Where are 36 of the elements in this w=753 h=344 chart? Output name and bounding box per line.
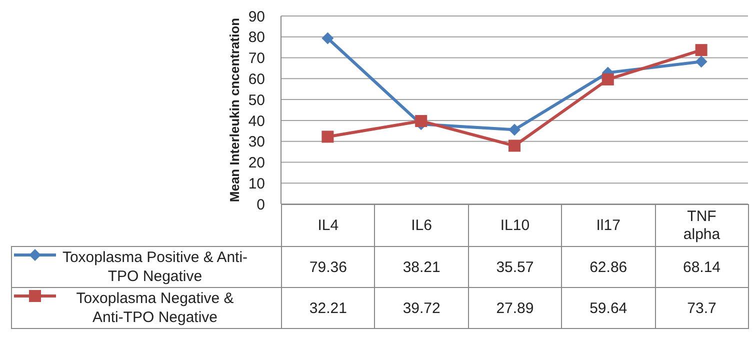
point — [508, 124, 520, 136]
data-label: 68.14 — [655, 246, 748, 288]
y-tick-label: 20 — [248, 154, 265, 172]
x-tick-label: IL10 — [499, 216, 531, 234]
data-label: 59.64 — [562, 288, 656, 328]
data-label: 38.21 — [374, 246, 468, 288]
x-tick-label: Il17 — [595, 216, 622, 234]
x-tick-label: TNF alpha — [682, 208, 722, 244]
data-label: 62.86 — [562, 246, 656, 288]
y-tick-label: 60 — [248, 70, 265, 88]
point — [322, 130, 334, 143]
y-tick-label: 80 — [248, 29, 265, 46]
legend-label: Toxoplasma Positive & Anti-TPO Negative — [61, 248, 249, 286]
point — [695, 44, 708, 56]
y-tick-label: 0 — [256, 196, 265, 214]
data-label: 73.7 — [655, 288, 748, 328]
legend-label: Toxoplasma Negative & Anti-TPO Negative — [75, 289, 235, 327]
y-tick-label: 40 — [248, 112, 265, 130]
y-tick-label: 30 — [248, 134, 265, 151]
y-tick-label: 70 — [248, 50, 265, 68]
y-tick-label: 10 — [248, 175, 265, 192]
data-label: 39.72 — [374, 288, 468, 328]
x-tick-label: IL4 — [316, 216, 340, 234]
data-label: 32.21 — [282, 288, 375, 328]
y-axis-title: Mean Interleukin cncentration — [227, 16, 243, 204]
point — [695, 56, 708, 68]
point — [322, 32, 334, 44]
point — [415, 115, 428, 128]
y-tick-label: 90 — [248, 8, 265, 26]
y-tick-label: 50 — [248, 92, 265, 109]
data-label: 79.36 — [282, 246, 375, 288]
data-label: 27.89 — [468, 288, 562, 328]
x-tick-label: IL6 — [410, 216, 433, 234]
point — [508, 140, 520, 152]
data-label: 35.57 — [468, 246, 562, 288]
point — [602, 73, 614, 86]
